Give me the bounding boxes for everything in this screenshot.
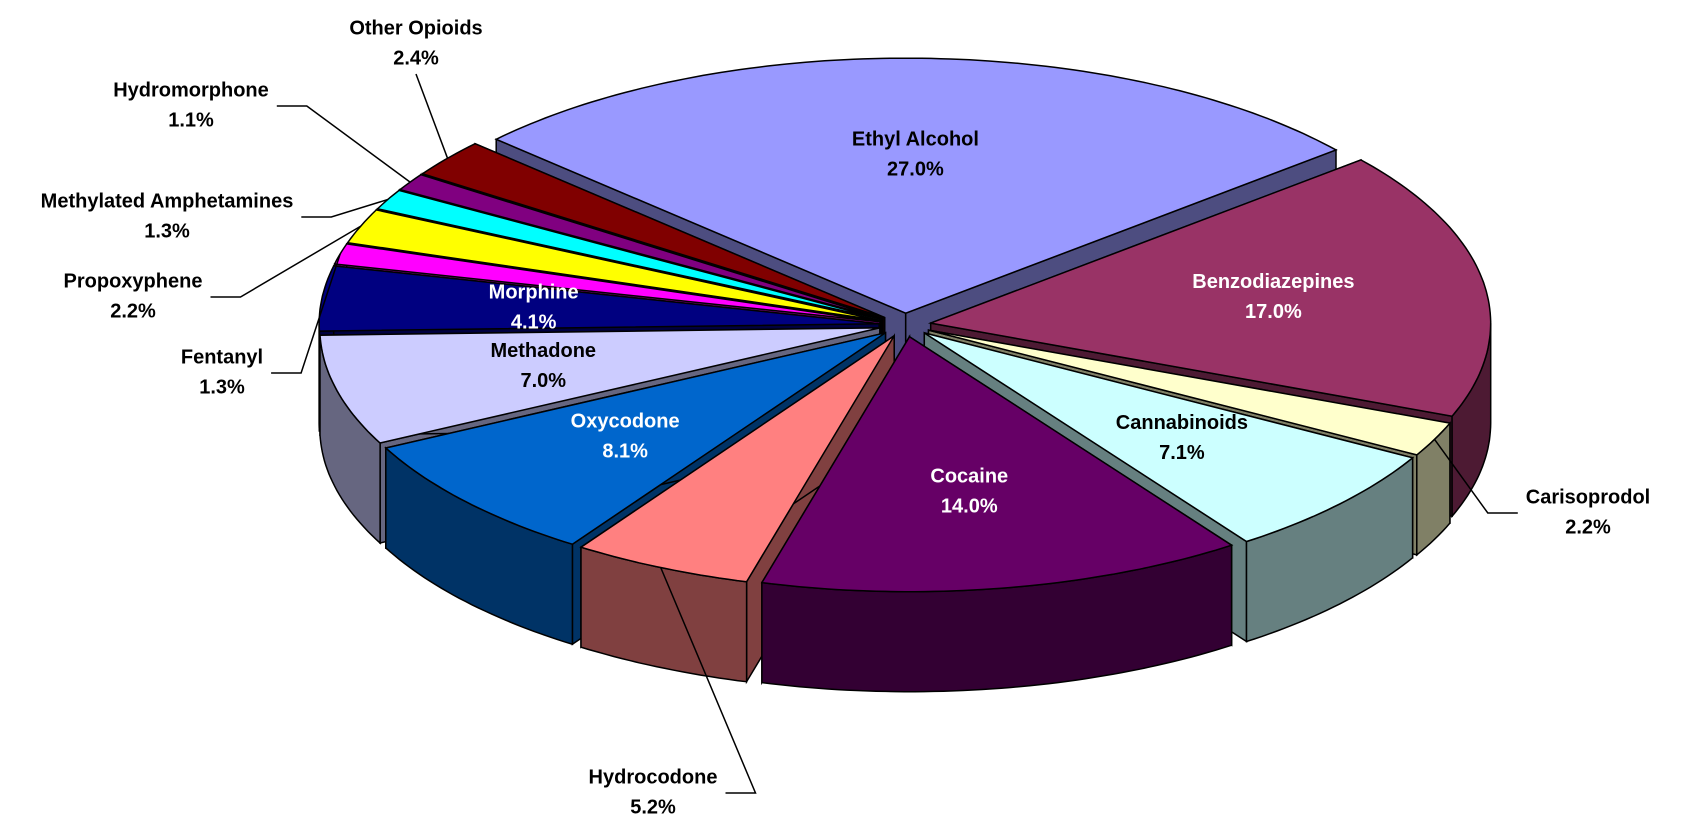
slice-label: Oxycodone (571, 411, 680, 433)
slice-value-label: 1.3% (199, 376, 245, 398)
slice-value-label: 7.0% (520, 370, 566, 392)
slice-label: Hydrocodone (589, 766, 718, 788)
slice-label: Other Opioids (349, 17, 482, 39)
slice-label: Methadone (490, 340, 596, 362)
slice-value-label: 5.2% (630, 796, 676, 818)
slice-label: Cocaine (930, 466, 1008, 488)
leader-line (271, 253, 341, 374)
leader-line (415, 73, 449, 159)
slice-label: Hydromorphone (113, 79, 269, 101)
slice-label: Fentanyl (181, 346, 263, 368)
slice-value-label: 2.2% (110, 300, 156, 322)
slice-value-label: 4.1% (511, 311, 557, 333)
slice (923, 332, 1415, 543)
slice (420, 142, 885, 319)
slice-value-label: 17.0% (1245, 301, 1302, 323)
slice-value-label: 27.0% (887, 158, 944, 180)
slice-value-label: 2.4% (393, 47, 439, 69)
slice (927, 159, 1492, 418)
slice (318, 265, 880, 332)
leader-line (660, 567, 757, 794)
slice-label: Carisoprodol (1526, 486, 1650, 508)
slice-label: Propoxyphene (64, 270, 203, 292)
slice-label: Benzodiazepines (1192, 271, 1354, 293)
slice-label: Methylated Amphetamines (41, 190, 294, 212)
slice (494, 57, 1338, 315)
slice (760, 335, 1234, 593)
slice-label: Morphine (489, 281, 579, 303)
slice-value-label: 1.3% (144, 220, 190, 242)
slice-label: Ethyl Alcohol (852, 128, 979, 150)
slice-value-label: 14.0% (941, 496, 998, 518)
leader-line (210, 225, 362, 298)
slice (319, 327, 880, 444)
slice (384, 332, 886, 546)
leader-line (301, 198, 389, 218)
slice-value-label: 8.1% (602, 441, 648, 463)
leader-line (1433, 438, 1518, 514)
slice-value-label: 2.2% (1565, 516, 1611, 538)
slice (760, 333, 1234, 693)
slice-value-label: 7.1% (1159, 442, 1205, 464)
leader-line (276, 105, 411, 183)
slice-value-label: 1.1% (168, 109, 214, 131)
slice-label: Cannabinoids (1116, 412, 1248, 434)
